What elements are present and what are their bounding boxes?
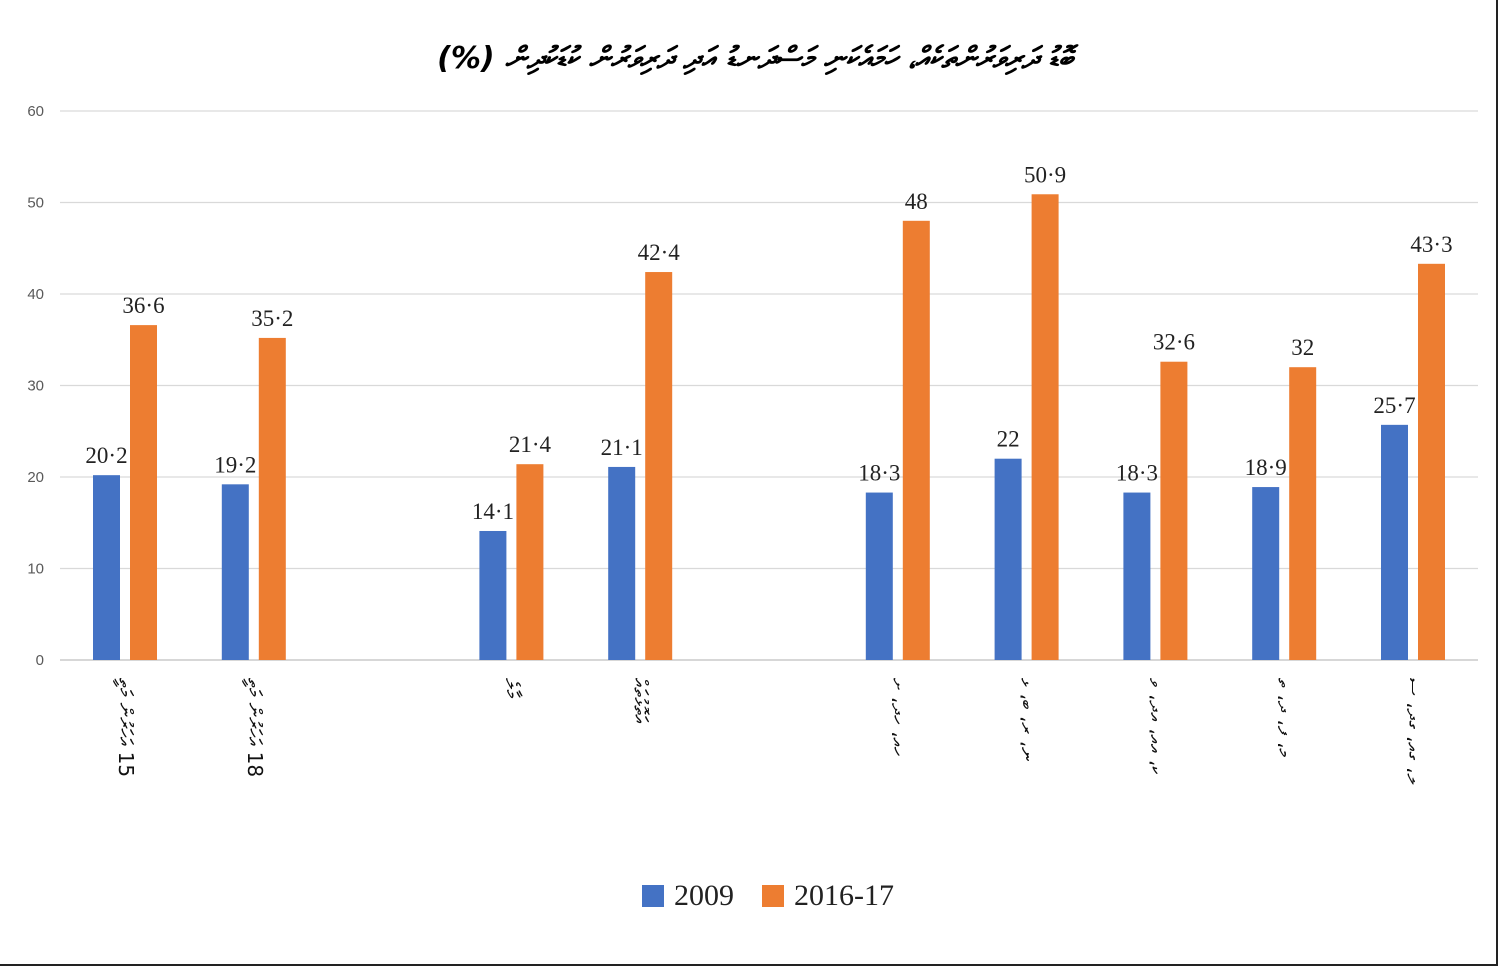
data-label: 21·1	[601, 435, 643, 460]
bar-2016-17-3	[645, 272, 673, 660]
data-label: 36·6	[122, 293, 164, 318]
data-label: 25·7	[1373, 393, 1415, 418]
bar-2009-2	[479, 530, 507, 660]
data-label: 14·1	[472, 499, 514, 524]
category-label: ނ، ރ، ބ، ޅ	[1016, 678, 1040, 762]
legend-label-2016-17: 2016-17	[794, 879, 894, 912]
data-label: 18·3	[858, 461, 900, 486]
y-tick-label: 50	[27, 195, 44, 212]
bar-2009-6	[1123, 492, 1151, 660]
bar-2016-17-6	[1160, 361, 1188, 660]
category-label: 15 އަހަރުން މަތީ	[112, 678, 138, 777]
category-label: 18 އަހަރުން މަތީ	[241, 678, 267, 777]
bar-2009-4	[865, 492, 893, 660]
data-label: 18·9	[1245, 455, 1287, 480]
y-tick-label: 30	[27, 378, 44, 395]
bar-2009-5	[994, 458, 1022, 660]
bar-2009-8	[1381, 424, 1408, 660]
category-label: މ، ފ، ދ، ތ	[1273, 678, 1297, 757]
category-label: ކ، އއ، އދ، ވ	[1144, 678, 1168, 774]
bar-2016-17-1	[258, 337, 286, 660]
bar-2016-17-4	[902, 220, 930, 661]
legend-label-2009: 2009	[674, 879, 734, 912]
data-label: 19·2	[214, 452, 256, 477]
bar-2016-17-0	[130, 325, 157, 660]
data-label: 18·3	[1116, 461, 1158, 486]
y-tick-label: 10	[27, 561, 44, 578]
bars	[93, 194, 1445, 661]
data-label: 20·2	[85, 443, 127, 468]
bar-2016-17-2	[516, 464, 544, 660]
bar-2009-1	[221, 484, 249, 660]
y-tick-label: 40	[27, 286, 44, 303]
data-label: 21·4	[509, 432, 552, 457]
data-label: 48	[905, 189, 928, 214]
bar-2016-17-7	[1289, 367, 1317, 660]
y-tick-label: 0	[36, 652, 44, 669]
category-label: މާލެ	[500, 678, 524, 699]
category-label: ހއ، ހދ، ށ	[887, 678, 911, 757]
bar-2009-7	[1252, 487, 1280, 660]
data-label: 22	[997, 427, 1020, 452]
bar-2016-17-8	[1418, 263, 1445, 660]
legend-swatch-2016-17	[762, 885, 784, 907]
y-tick-label: 60	[27, 103, 44, 120]
data-label: 35·2	[251, 306, 293, 331]
data-label: 50·9	[1024, 162, 1066, 187]
y-axis-ticks: 0 10 20 30 40 50 60	[27, 103, 44, 669]
data-label: 42·4	[638, 240, 681, 265]
chart-title: ބޮޑު ދަރިވަރުންތަކެއް، ހަމައެކަނި މަސްދަ…	[437, 41, 1079, 76]
data-label: 32	[1291, 335, 1314, 360]
bar-2016-17-5	[1031, 194, 1059, 660]
category-label: އަތޮޅުތައް	[629, 678, 653, 723]
bar-2009-0	[93, 475, 120, 660]
category-labels: 15 އަހަރުން މަތީ 18 އަހަރުން މަތީ މާލެ އަތޮ…	[112, 678, 1426, 785]
y-tick-label: 20	[27, 469, 44, 486]
category-label: ލ، ގއ، ގދ، ސ	[1402, 678, 1426, 785]
data-label: 32·6	[1153, 330, 1195, 355]
legend-swatch-2009	[642, 885, 664, 907]
data-labels: 20·2 36·6 19·2 35·2 14·1 21·4 21·1 42·4 18·3 48 22…	[85, 162, 1452, 524]
gridlines	[60, 110, 1478, 661]
data-label: 43·3	[1410, 232, 1452, 257]
legend: 2009 2016-17	[642, 879, 894, 912]
bar-2009-3	[608, 466, 636, 660]
